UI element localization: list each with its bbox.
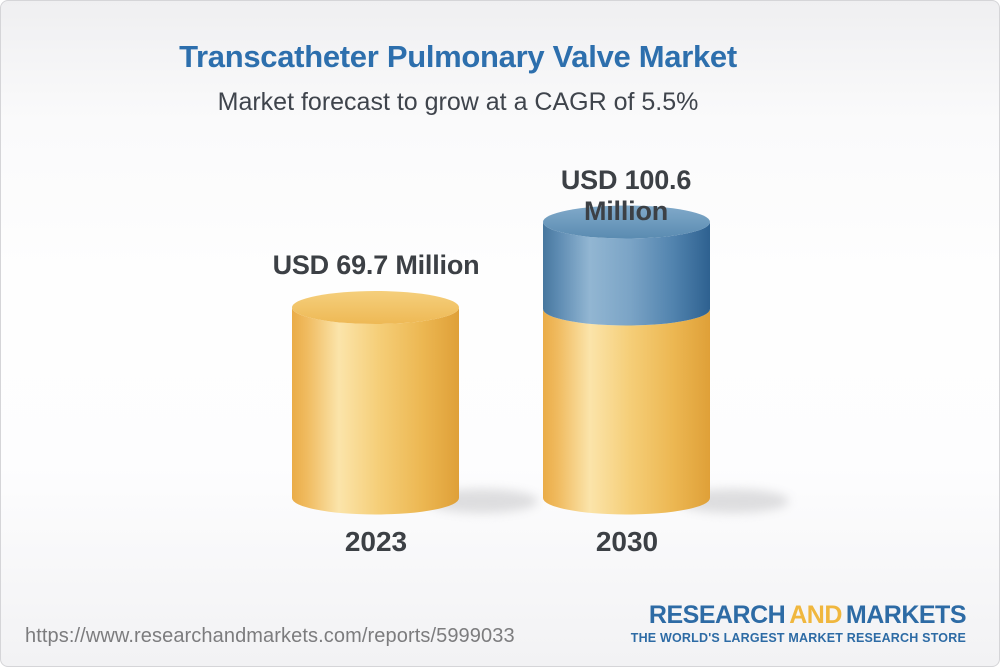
chart-header: Transcatheter Pulmonary Valve Market Mar… [1, 1, 999, 115]
logo-tagline: THE WORLD'S LARGEST MARKET RESEARCH STOR… [630, 631, 966, 645]
logo-wordmark: RESEARCH AND MARKETS [648, 601, 967, 629]
logo-word-markets: MARKETS [845, 601, 967, 629]
page-title: Transcatheter Pulmonary Valve Market [179, 39, 737, 74]
logo-word-research: RESEARCH [648, 601, 786, 629]
cylinder-2023 [292, 291, 460, 515]
chart-subtitle: Market forecast to grow at a CAGR of 5.5… [217, 88, 699, 116]
research-and-markets-logo: RESEARCH AND MARKETS THE WORLD'S LARGEST M… [630, 601, 967, 645]
logo-word-and: AND [789, 601, 842, 629]
value-label-2023: USD 69.7 Million [272, 250, 480, 280]
category-label-2030: 2030 [595, 526, 659, 557]
value-label-2030: USD 100.6 Million [560, 165, 692, 226]
category-label-2023: 2023 [344, 526, 408, 557]
report-url: https://www.researchandmarkets.com/repor… [25, 625, 515, 647]
cylinder-2030-growth [543, 205, 710, 326]
cylinder-2030-base [543, 309, 710, 515]
